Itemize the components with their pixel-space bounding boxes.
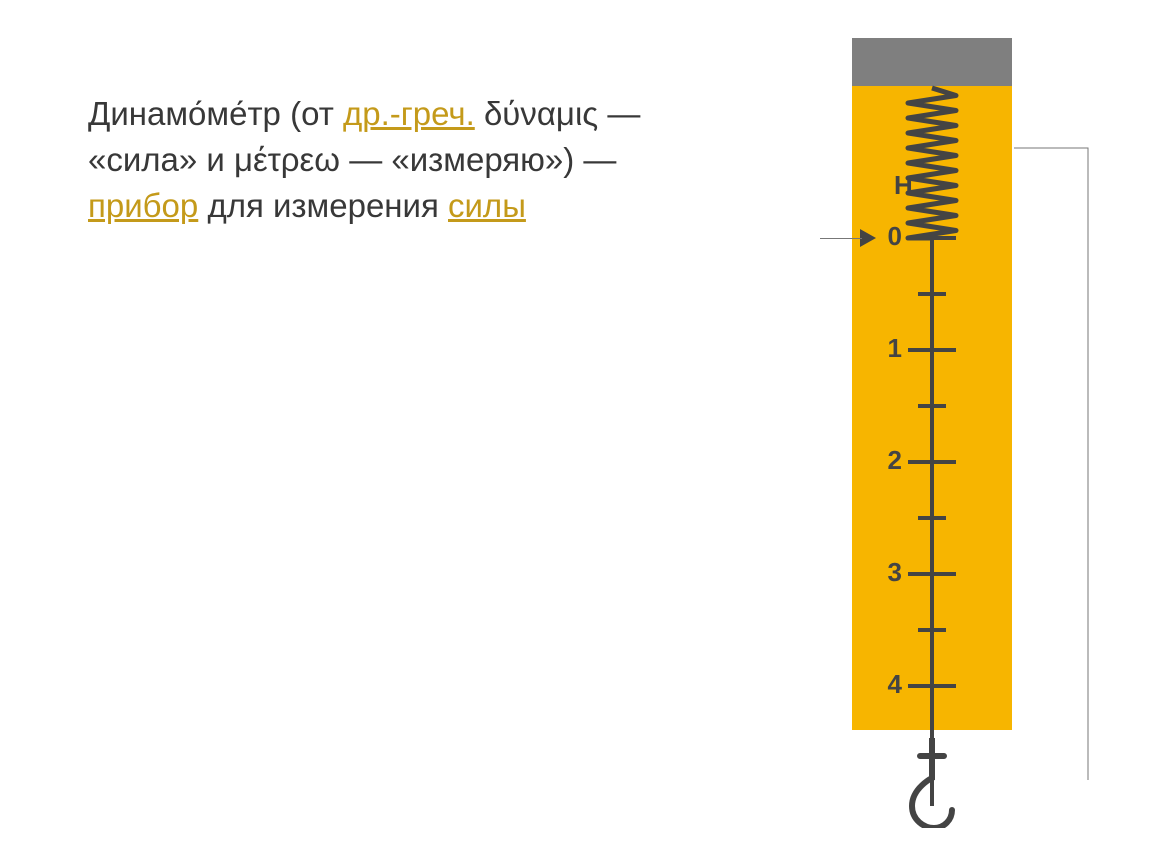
minor-tick: [918, 292, 946, 296]
hook-icon: [902, 738, 962, 828]
link-ancient-greek[interactable]: др.-греч.: [343, 95, 475, 132]
spring-icon: [908, 88, 956, 238]
tick-label: 4: [874, 669, 902, 700]
slide: Динамо́ме́тр (от др.-греч. δύναμις — «си…: [0, 0, 1150, 864]
link-device[interactable]: прибор: [88, 187, 198, 224]
major-tick: [908, 236, 956, 240]
pointer-lead-line: [820, 238, 862, 239]
major-tick: [908, 460, 956, 464]
tick-label: 1: [874, 333, 902, 364]
definition-text-1: Динамо́ме́тр (от: [88, 95, 343, 132]
tick-label: 2: [874, 445, 902, 476]
minor-tick: [918, 404, 946, 408]
link-force[interactable]: силы: [448, 187, 526, 224]
definition-paragraph: Динамо́ме́тр (от др.-греч. δύναμις — «си…: [88, 91, 728, 230]
tick-label: 0: [874, 221, 902, 252]
definition-text-3: для измерения: [207, 187, 448, 224]
rod: [930, 238, 934, 806]
mount-bar: [852, 38, 1012, 86]
major-tick: [908, 348, 956, 352]
unit-label: Н: [894, 170, 913, 201]
tick-label: 3: [874, 557, 902, 588]
minor-tick: [918, 516, 946, 520]
minor-tick: [918, 628, 946, 632]
major-tick: [908, 684, 956, 688]
major-tick: [908, 572, 956, 576]
dynamometer-diagram: Н 0 1 2 3 4: [852, 38, 1012, 818]
